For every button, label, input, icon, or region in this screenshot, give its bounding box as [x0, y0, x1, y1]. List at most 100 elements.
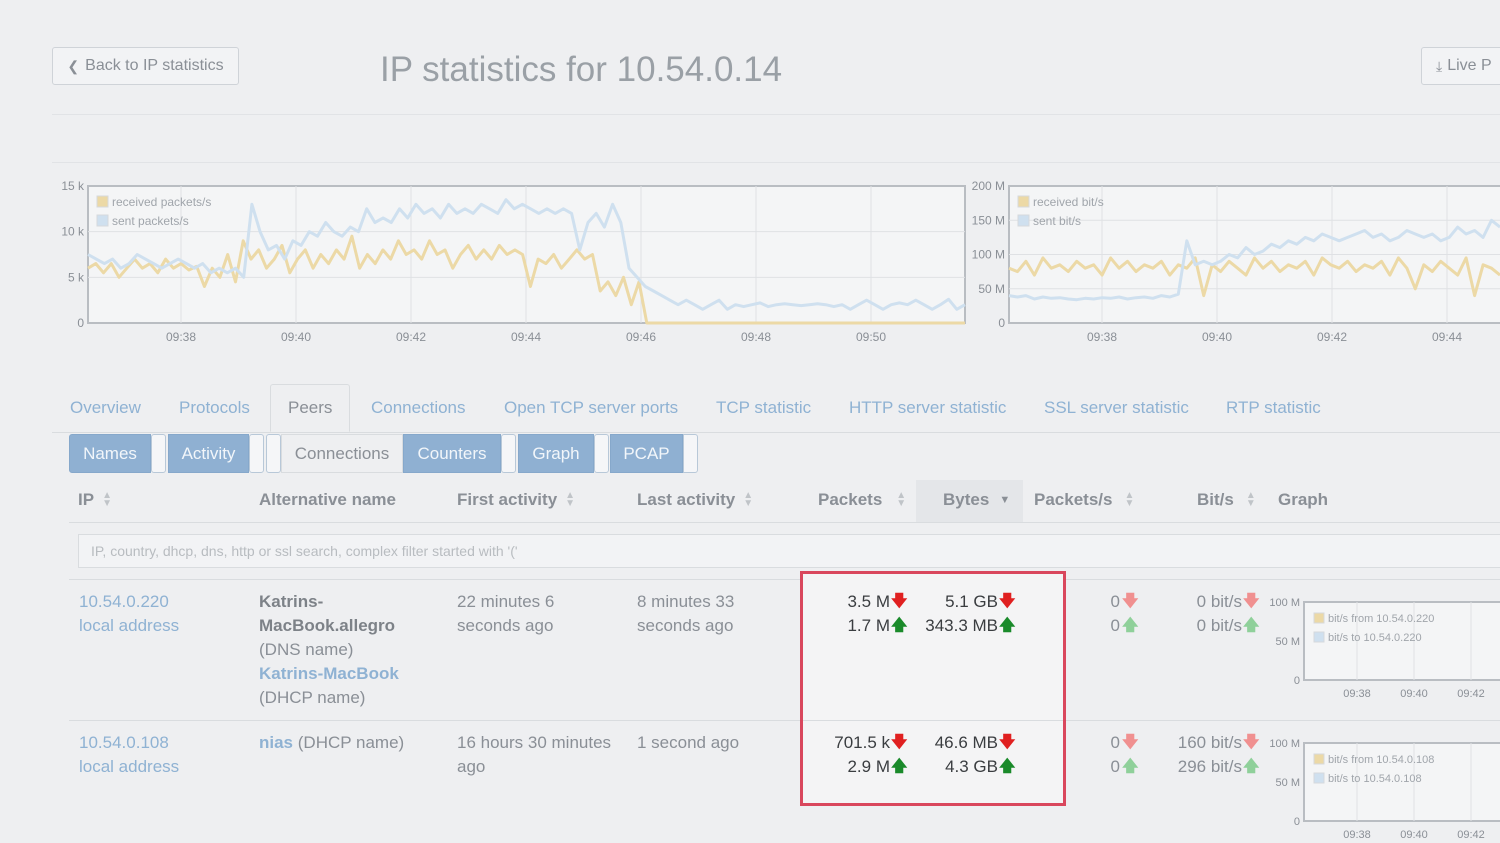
tab-tcp-statistic[interactable]: TCP statistic	[716, 398, 812, 417]
arrow-up-icon: 🡅	[1122, 617, 1139, 634]
x-tick-label: 09:48	[741, 330, 771, 344]
column-toggle-activity[interactable]: Activity	[168, 434, 249, 473]
tab-open-tcp-server-ports[interactable]: Open TCP server ports	[504, 398, 679, 417]
legend-swatch	[1313, 631, 1325, 643]
arrow-down-icon: 🡇	[1243, 734, 1260, 751]
col-header-bps-label: Bit/s	[1197, 490, 1234, 509]
col-header-first-label: First activity	[457, 490, 558, 509]
tab-overview[interactable]: Overview	[70, 398, 141, 417]
series-line	[1008, 256, 1500, 298]
col-header-ip-label: IP	[78, 490, 95, 509]
col-header-ip[interactable]: IP ▲ ▼	[78, 490, 112, 510]
tab-ssl-server-statistic[interactable]: SSL server statistic	[1044, 398, 1189, 417]
series-line	[87, 234, 965, 325]
col-header-last-activity[interactable]: Last activity ▲ ▼	[637, 490, 753, 510]
legend-label: bit/s from 10.54.0.108	[1328, 754, 1434, 766]
row-divider	[69, 720, 800, 721]
mini-plot-area	[1303, 601, 1500, 681]
counters-checkbox[interactable]	[501, 434, 516, 473]
dhcp-name-link[interactable]: Katrins-MacBook	[259, 664, 399, 683]
sort-icon: ▲ ▼	[743, 490, 754, 509]
tab-peers[interactable]: Peers	[270, 384, 350, 432]
legend-swatch	[1017, 195, 1030, 208]
col-header-packets-per-sec[interactable]: Packets/s ▲ ▼	[1034, 490, 1134, 510]
first-activity-line2: seconds ago	[457, 616, 554, 635]
alt-name-cell: nias (DHCP name)	[259, 731, 404, 755]
col-header-packets[interactable]: Packets ▲ ▼	[818, 490, 906, 510]
connections-checkbox[interactable]	[266, 434, 281, 473]
first-activity-cell: 16 hours 30 minutes ago	[457, 731, 611, 779]
chevron-left-icon: ❮	[67, 57, 80, 74]
arrow-up-icon: 🡅	[1243, 617, 1260, 634]
arrow-up-icon: 🡅	[891, 617, 908, 634]
y-tick-label: 50 M	[978, 282, 1005, 296]
series-line	[1008, 218, 1500, 302]
activity-checkbox[interactable]	[249, 434, 264, 473]
legend-label: bit/s to 10.54.0.108	[1328, 773, 1422, 785]
live-pcap-button[interactable]: ⤓ Live P	[1421, 47, 1500, 85]
y-tick-label: 100 M	[972, 248, 1005, 262]
x-tick-label: 09:44	[511, 330, 541, 344]
sort-icon: ▲ ▼	[896, 490, 907, 509]
arrow-up-icon: 🡅	[999, 758, 1016, 775]
bytes-header-active-bg	[916, 480, 1023, 522]
y-tick-label: 200 M	[972, 179, 1005, 193]
graph-checkbox[interactable]	[594, 434, 609, 473]
live-button-label: Live P	[1447, 57, 1492, 74]
download-icon: ⤓	[1436, 57, 1443, 74]
pcap-checkbox[interactable]	[683, 434, 698, 473]
column-toggle-names[interactable]: Names	[69, 434, 151, 473]
sort-icon: ▲ ▼	[1124, 490, 1135, 509]
packets-in: 3.5 M	[847, 592, 890, 611]
divider	[52, 114, 1500, 115]
column-toggle-pcap[interactable]: PCAP	[610, 434, 683, 473]
highlight-box	[800, 571, 1066, 806]
packets-chart: 09:38 09:40 09:42 09:44 09:46 09:48 09:50 15 k 1…	[61, 179, 966, 344]
table-filter-input[interactable]: IP, country, dhcp, dns, http or ssl sear…	[78, 534, 1500, 568]
col-header-bytes-label: Bytes	[943, 490, 990, 509]
arrow-up-icon: 🡅	[1122, 758, 1139, 775]
bytes-in: 5.1 GB	[945, 592, 998, 611]
tab-http-server-statistic[interactable]: HTTP server statistic	[849, 398, 1007, 417]
x-tick-label: 09:38	[1343, 829, 1371, 841]
last-activity-line1: 1 second ago	[637, 733, 740, 752]
divider	[52, 162, 1500, 163]
legend-swatch	[96, 214, 109, 227]
row-divider	[1066, 720, 1500, 721]
bps-out: 296 bit/s	[1177, 757, 1242, 776]
dns-name-cont: MacBook.allegro	[259, 616, 396, 635]
col-header-bits-per-sec[interactable]: Bit/s ▲ ▼	[1197, 490, 1256, 510]
first-activity-cell: 22 minutes 6 seconds ago	[457, 590, 554, 638]
arrow-down-icon: 🡇	[891, 734, 908, 751]
tab-rtp-statistic[interactable]: RTP statistic	[1226, 398, 1321, 417]
x-tick-label: 09:40	[1400, 688, 1428, 700]
alt-name-cell: Katrins- MacBook.allegro (DNS name) Katr…	[259, 590, 399, 710]
y-tick-label: 10 k	[61, 225, 85, 239]
bytes-out: 343.3 MB	[925, 616, 998, 635]
back-to-ip-statistics-button[interactable]: ❮ Back to IP statistics	[52, 47, 239, 85]
column-toggle-connections[interactable]: Connections	[281, 434, 403, 473]
packets-in: 701.5 k	[834, 733, 890, 752]
tab-connections[interactable]: Connections	[371, 398, 466, 417]
y-tick-label: 15 k	[61, 179, 85, 193]
legend-swatch	[1017, 214, 1030, 227]
header-divider	[69, 522, 1500, 523]
column-toggle-counters[interactable]: Counters	[403, 434, 501, 473]
tab-protocols[interactable]: Protocols	[179, 398, 250, 417]
last-activity-line1: 8 minutes 33	[637, 592, 735, 611]
col-header-first-activity[interactable]: First activity ▲ ▼	[457, 490, 575, 510]
first-activity-line1: 16 hours 30 minutes	[457, 733, 612, 752]
legend-label: bit/s to 10.54.0.220	[1328, 632, 1422, 644]
arrow-down-icon: 🡇	[891, 593, 908, 610]
dhcp-name-link[interactable]: nias	[259, 733, 294, 752]
names-checkbox[interactable]	[151, 434, 166, 473]
arrow-up-icon: 🡅	[1243, 758, 1260, 775]
ip-link[interactable]: 10.54.0.220	[79, 592, 169, 611]
col-header-bytes[interactable]: Bytes ▼	[943, 490, 1010, 510]
col-header-alternative-name: Alternative name	[259, 490, 396, 510]
last-activity-cell: 1 second ago	[637, 731, 739, 755]
dns-name: Katrins-	[259, 592, 324, 611]
ip-link[interactable]: 10.54.0.108	[79, 733, 169, 752]
column-toggle-graph[interactable]: Graph	[518, 434, 594, 473]
legend-label: received bit/s	[1033, 195, 1104, 209]
